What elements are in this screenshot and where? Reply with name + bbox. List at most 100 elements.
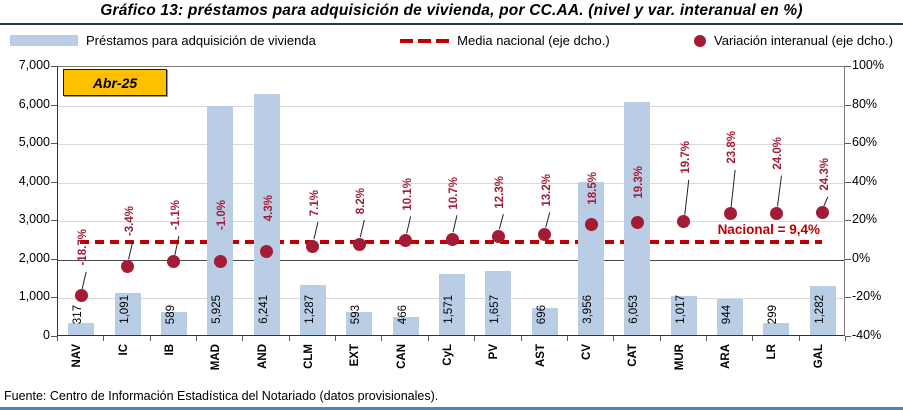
variation-text: 7.1% xyxy=(308,189,321,217)
gridline xyxy=(58,221,844,223)
variation-label: 19.7% xyxy=(680,141,693,177)
variation-text: 8.2% xyxy=(355,187,368,215)
bar-value-text: 944 xyxy=(721,304,734,324)
variation-label: -1.0% xyxy=(216,200,229,233)
x-axis-label-IB: IB xyxy=(163,344,177,359)
variation-label: 18.5% xyxy=(587,172,600,208)
bar-value-label: 1,017 xyxy=(674,295,688,327)
x-axis-tick xyxy=(335,336,337,341)
bar-GAL xyxy=(809,285,836,335)
y-axis-left-label: 4,000 xyxy=(18,173,50,188)
legend: Préstamos para adquisición de vivienda M… xyxy=(10,33,893,48)
leader-line xyxy=(359,219,365,238)
bar-ARA xyxy=(717,298,744,335)
variation-text: 12.3% xyxy=(494,175,507,209)
variation-dot-AND xyxy=(260,245,274,259)
bar-IC xyxy=(114,292,141,335)
bar-EXT xyxy=(346,312,373,335)
axis-tick xyxy=(51,66,57,67)
variation-label: -1.1% xyxy=(170,200,183,233)
variation-text: -3.4% xyxy=(123,206,136,237)
bar-value-text: 299 xyxy=(767,304,780,324)
bar-value-text: 1,571 xyxy=(443,295,455,324)
variation-text: 23.8% xyxy=(726,131,739,164)
x-axis-tick xyxy=(57,336,58,341)
leader-line xyxy=(128,242,134,260)
x-axis-label-text: CAT xyxy=(627,344,640,367)
x-axis-label-MUR: MUR xyxy=(673,344,687,373)
variation-dot-MUR xyxy=(677,215,691,229)
x-axis-tick xyxy=(845,336,846,341)
x-axis-label-CAN: CAN xyxy=(396,344,409,372)
variation-text: 13.2% xyxy=(540,173,553,207)
x-axis-label-text: MUR xyxy=(673,344,686,371)
variation-dot-CLM xyxy=(306,239,320,253)
x-axis-label-text: CLM xyxy=(302,344,315,369)
leader-line xyxy=(684,179,690,215)
variation-dot-AST xyxy=(538,227,552,241)
gridline xyxy=(58,105,844,107)
x-axis-label-EXT: EXT xyxy=(349,344,362,369)
x-axis-label-text: MAD xyxy=(210,344,223,371)
x-axis-tick xyxy=(149,336,151,341)
bar-value-text: 3,956 xyxy=(582,295,595,324)
y-axis-right-label: 60% xyxy=(852,135,878,150)
gridline xyxy=(58,144,844,146)
bar-value-label: 1,282 xyxy=(813,295,827,327)
bar-MUR xyxy=(670,295,697,335)
variation-text: 10.1% xyxy=(401,177,414,211)
leader-line xyxy=(313,222,319,240)
bar-value-text: 1,282 xyxy=(813,295,826,324)
bar-value-text: 317 xyxy=(72,304,85,324)
y-axis-left-label: 7,000 xyxy=(18,58,50,72)
variation-dot-IB xyxy=(167,255,181,269)
variation-text: -18.7% xyxy=(77,229,90,266)
bar-NAV xyxy=(68,322,95,335)
bar-value-text: 1,017 xyxy=(674,295,687,324)
y-axis-right-label: 100% xyxy=(852,58,884,72)
variation-dot-NAV xyxy=(74,289,88,303)
variation-dot-ARA xyxy=(723,207,737,221)
x-axis-label-text: NAV xyxy=(71,344,84,368)
bar-value-label: 466 xyxy=(397,305,410,327)
bar-CAN xyxy=(392,317,419,335)
bar-value-text: 5,925 xyxy=(211,295,224,324)
x-axis-label-text: IB xyxy=(163,344,176,356)
bar-value-label: 593 xyxy=(350,304,363,327)
y-axis-right-label: 80% xyxy=(852,96,878,111)
axis-tick xyxy=(51,258,57,260)
y-axis-right-label: 40% xyxy=(852,173,878,188)
axis-tick xyxy=(845,104,851,106)
variation-label: 8.2% xyxy=(355,187,368,217)
x-axis-label-LR: LR xyxy=(766,344,779,362)
variation-label: -3.4% xyxy=(123,206,137,239)
bar-LR xyxy=(763,323,790,335)
y-axis-right-label: -20% xyxy=(852,289,882,304)
x-axis-label-text: EXT xyxy=(349,344,362,367)
leader-line xyxy=(545,212,551,228)
x-axis-label-AST: AST xyxy=(535,344,548,370)
x-axis-tick xyxy=(288,336,290,341)
plot-area: Abr-25 Nacional = 9,4% 317 -18.7% 1,091 -3.… xyxy=(57,66,845,336)
variation-text: 10.7% xyxy=(448,176,460,210)
bar-value-text: 1,287 xyxy=(303,295,316,324)
leader-line xyxy=(81,271,87,290)
variation-dot-LR xyxy=(769,207,783,221)
bar-value-label: 3,956 xyxy=(582,295,595,327)
x-axis-label-text: PV xyxy=(488,344,501,360)
legend-label-national-mean: Media nacional (eje dcho.) xyxy=(457,33,610,48)
x-axis-label-MAD: MAD xyxy=(210,344,223,373)
variation-text: 24.0% xyxy=(772,136,785,170)
variation-label: 4.3% xyxy=(262,195,276,224)
bar-value-text: 593 xyxy=(350,304,363,324)
variation-text: 4.3% xyxy=(262,195,275,222)
variation-dot-CyL xyxy=(445,232,459,246)
bar-value-label: 1,571 xyxy=(443,295,456,327)
x-axis-label-CLM: CLM xyxy=(302,344,316,372)
x-axis-label-AND: AND xyxy=(257,344,270,372)
axis-tick xyxy=(845,66,851,67)
x-axis-label-CAT: CAT xyxy=(627,344,640,370)
bar-value-label: 944 xyxy=(721,304,734,327)
bar-value-label: 1,287 xyxy=(303,295,317,327)
footer-rule xyxy=(0,407,903,410)
